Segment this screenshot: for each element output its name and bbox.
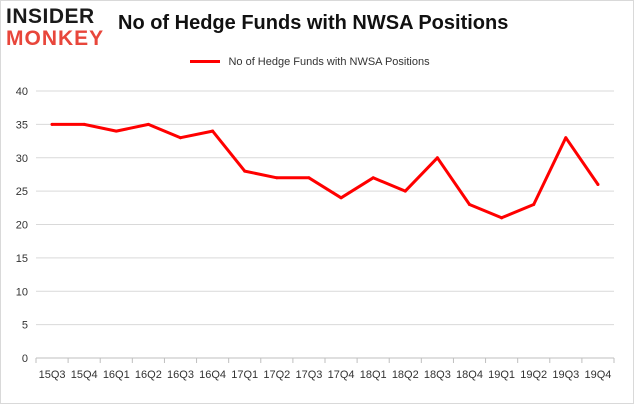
y-tick-label: 0 [22, 353, 28, 365]
data-point [596, 182, 600, 186]
data-point [371, 176, 375, 180]
legend-label: No of Hedge Funds with NWSA Positions [228, 55, 430, 68]
y-tick-label: 15 [16, 253, 28, 265]
x-tick-label: 18Q3 [424, 369, 451, 381]
data-point [50, 122, 54, 126]
x-tick-label: 17Q3 [295, 369, 322, 381]
data-point [403, 189, 407, 193]
chart-title: No of Hedge Funds with NWSA Positions [118, 12, 509, 34]
x-tick-label: 19Q1 [488, 369, 515, 381]
x-tick-label: 16Q1 [103, 369, 130, 381]
data-point [500, 216, 504, 220]
y-tick-label: 5 [22, 320, 28, 332]
x-tick-label: 19Q4 [584, 369, 611, 381]
y-tick-label: 30 [16, 153, 28, 165]
data-point [243, 169, 247, 173]
x-tick-label: 17Q2 [263, 369, 290, 381]
data-point [339, 196, 343, 200]
data-point [275, 176, 279, 180]
x-tick-label: 17Q4 [328, 369, 355, 381]
x-tick-label: 18Q2 [392, 369, 419, 381]
data-point [82, 122, 86, 126]
logo-top-text: INSIDER [6, 5, 95, 28]
data-point [435, 156, 439, 160]
x-tick-label: 16Q2 [135, 369, 162, 381]
logo-bottom-text: MONKEY [6, 27, 105, 50]
data-point [564, 136, 568, 140]
data-point [146, 122, 150, 126]
x-tick-label: 18Q1 [360, 369, 387, 381]
x-tick-label: 16Q4 [199, 369, 226, 381]
data-point [468, 202, 471, 206]
x-tick-label: 18Q4 [456, 369, 483, 381]
y-tick-label: 40 [16, 86, 28, 98]
data-point [307, 176, 311, 180]
data-point [114, 129, 118, 133]
y-tick-label: 35 [16, 119, 28, 131]
x-tick-label: 19Q3 [552, 369, 579, 381]
legend-swatch [190, 60, 220, 64]
x-tick-label: 15Q4 [71, 369, 98, 381]
x-tick-label: 16Q3 [167, 369, 194, 381]
series-line [50, 122, 600, 220]
x-tick-label: 19Q2 [520, 369, 547, 381]
y-tick-label: 25 [16, 186, 28, 198]
legend: No of Hedge Funds with NWSA Positions [190, 53, 430, 69]
insider-monkey-logo: INSIDER MONKEY [6, 4, 118, 50]
y-tick-label: 20 [16, 220, 28, 232]
x-tick-label: 15Q3 [39, 369, 66, 381]
y-tick-label: 10 [16, 286, 28, 298]
x-tick-label: 17Q1 [231, 369, 258, 381]
data-point [211, 129, 215, 133]
data-point [532, 202, 536, 206]
data-point [179, 136, 182, 140]
